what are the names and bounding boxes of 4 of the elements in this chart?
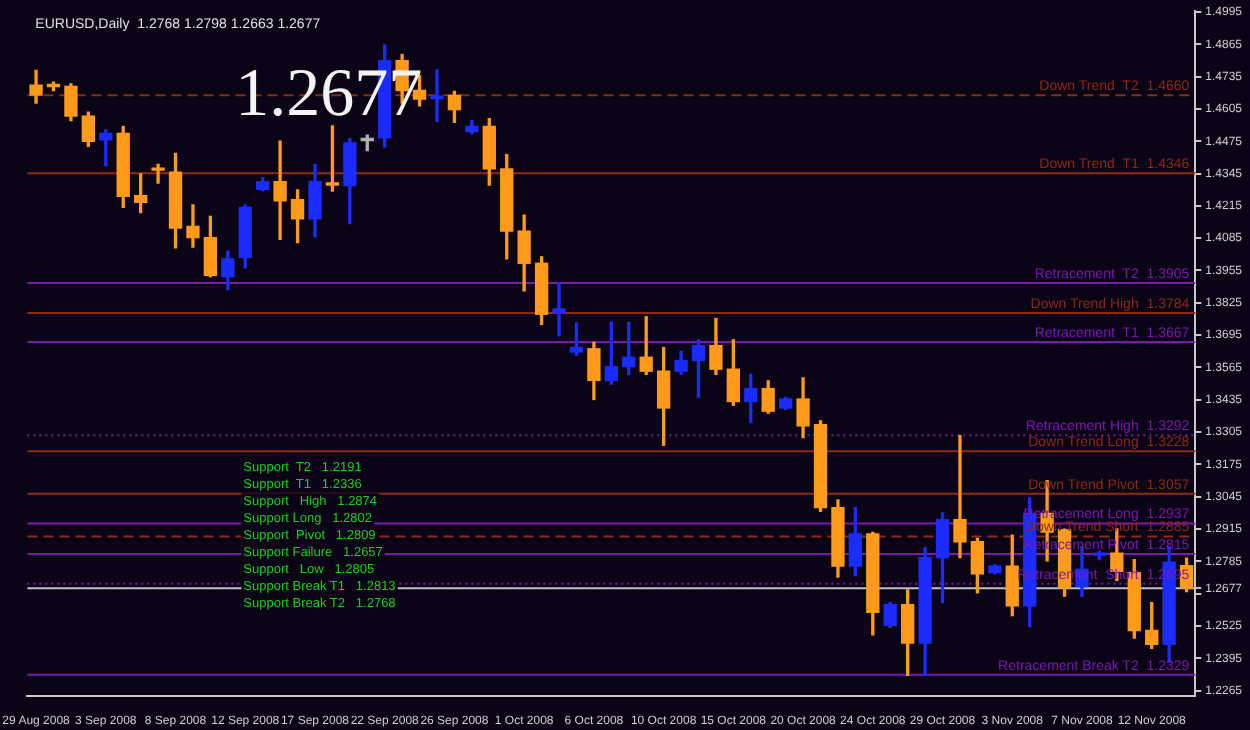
candlestick [953, 434, 967, 559]
candlestick [151, 163, 165, 184]
candlestick [273, 140, 287, 241]
candlestick [552, 282, 566, 337]
